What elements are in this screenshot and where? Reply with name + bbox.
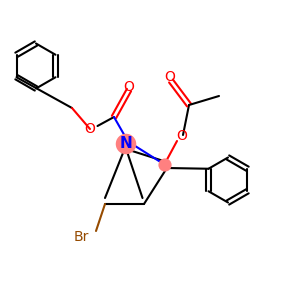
Text: Br: Br <box>73 230 89 244</box>
Text: O: O <box>164 70 175 84</box>
Circle shape <box>158 158 172 172</box>
Text: N: N <box>120 136 132 152</box>
Text: O: O <box>124 80 134 94</box>
Text: O: O <box>176 130 187 143</box>
Text: O: O <box>85 122 95 136</box>
